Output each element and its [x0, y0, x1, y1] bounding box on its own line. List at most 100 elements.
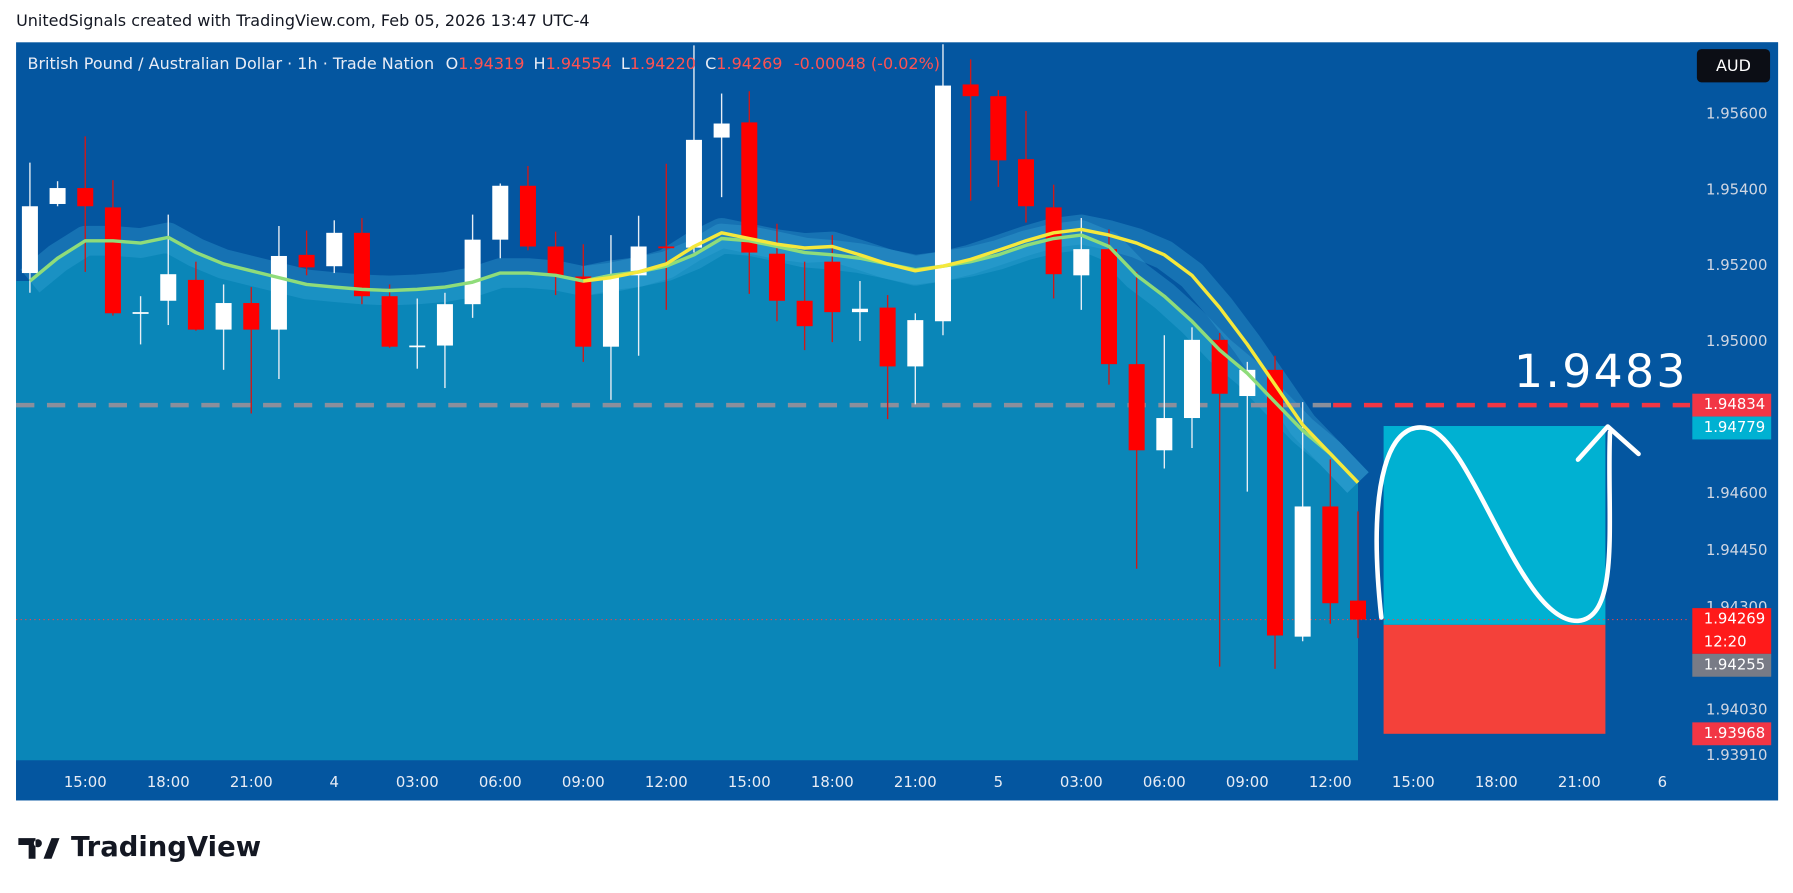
x-tick-label: 15:00: [64, 773, 107, 791]
candle-body: [436, 304, 453, 346]
x-tick-label: 4: [330, 773, 339, 791]
brand-logo: [18, 838, 60, 859]
candle-body: [658, 246, 675, 249]
y-tick-label: 1.95200: [1706, 256, 1767, 274]
candle-body: [132, 312, 149, 314]
y-tick-label: 1.94450: [1706, 541, 1767, 559]
candle-body: [187, 279, 204, 330]
currency: AUD: [1716, 56, 1751, 75]
ma-line: [28, 233, 1360, 484]
candle-body: [1322, 506, 1339, 604]
price-label-box: [1692, 608, 1772, 654]
candle-body: [962, 84, 979, 97]
candle-body: [243, 303, 260, 330]
candle-body: [1349, 600, 1367, 620]
x-tick-label: 18:00: [147, 773, 190, 791]
ma-line: [583, 227, 1360, 484]
x-tick-label: 21:00: [894, 773, 937, 791]
legend-key: C: [705, 54, 716, 73]
candle-body: [796, 300, 813, 327]
candle-body: [741, 122, 758, 253]
x-tick-label: 03:00: [1060, 773, 1103, 791]
x-tick-label: 12:00: [1309, 773, 1352, 791]
candle-body: [104, 207, 121, 314]
legend-value: 1.94554: [546, 54, 612, 73]
candle-body: [1128, 364, 1145, 451]
candle-body: [879, 307, 896, 367]
candle-body: [575, 276, 592, 347]
price-label-box: [1692, 393, 1772, 417]
candle-body: [934, 85, 951, 322]
candle-body: [824, 261, 841, 313]
brand: TradingView: [71, 832, 261, 863]
candle-body: [630, 246, 647, 276]
legend: British Pound / Australian Dollar · 1h ·…: [28, 54, 941, 73]
header: UnitedSignals created with TradingView.c…: [16, 11, 589, 30]
price-label: 1.93968: [1704, 724, 1765, 742]
drawing-arrow: [1575, 424, 1641, 462]
candle-body: [1100, 249, 1117, 365]
price-label-box: [1692, 653, 1772, 677]
x-tick-label: 06:00: [479, 773, 522, 791]
y-tick-label: 1.95400: [1706, 180, 1767, 198]
price-label-box: [1692, 722, 1772, 746]
x-tick-label: 15:00: [1392, 773, 1435, 791]
axes: 15:00 18:00 21:00 4 03:00 06:00 09:00 12:00 15:0…: [64, 104, 1772, 791]
legend-value: 1.94269: [716, 54, 782, 73]
y-tick-label: 1.94600: [1706, 484, 1767, 502]
candle-body: [990, 96, 1007, 161]
currency-badge: [1696, 49, 1771, 83]
x-tick-label: 09:00: [1226, 773, 1269, 791]
y-tick-label: 1.95600: [1706, 104, 1767, 122]
x-tick-label: 09:00: [562, 773, 605, 791]
legend-key: H: [534, 54, 546, 73]
candle-body: [270, 255, 287, 330]
candle-body: [713, 123, 730, 138]
plot: 1.9483: [16, 44, 1691, 761]
candle-body: [519, 185, 536, 247]
legend-value: 1.94220: [630, 54, 696, 73]
x-tick-label: 21:00: [230, 773, 273, 791]
legend-value: 1.94319: [458, 54, 524, 73]
candle-body: [298, 254, 315, 268]
candle-body: [1045, 207, 1062, 275]
price-label: 1.94779: [1704, 418, 1765, 436]
candle-body: [1017, 159, 1034, 207]
y-tick-label: 1.94030: [1706, 700, 1767, 718]
candle-body: [353, 232, 370, 297]
x-tick-label: 18:00: [1475, 773, 1518, 791]
price-label-box: [1692, 416, 1772, 440]
candle-body: [907, 320, 924, 367]
level-label: 1.9483: [1514, 345, 1688, 398]
candle-body: [492, 185, 509, 240]
candle-body: [409, 345, 426, 348]
candle-body: [1266, 369, 1283, 636]
x-tick-label: 12:00: [645, 773, 688, 791]
x-axis-panel: [16, 760, 1691, 801]
stop-zone: [1383, 624, 1606, 734]
candle-body: [685, 139, 702, 248]
x-tick-label: 21:00: [1558, 773, 1601, 791]
candle-body: [1156, 418, 1173, 451]
candle-body: [215, 303, 232, 330]
candle-body: [602, 275, 619, 347]
x-tick-label: 03:00: [396, 773, 439, 791]
ma-area: [16, 235, 1359, 761]
candle-body: [326, 232, 343, 267]
legend-key: L: [621, 54, 630, 73]
candle-body: [381, 296, 398, 347]
candle-body: [768, 253, 785, 301]
candle-body: [160, 274, 177, 301]
candle-body: [547, 246, 564, 277]
legend-change: -0.00048 (-0.02%): [794, 54, 940, 73]
x-tick-label: 15:00: [728, 773, 771, 791]
candle-body: [77, 188, 94, 207]
price-label: 1.94255: [1704, 655, 1765, 673]
y-tick-label: 1.95000: [1706, 332, 1767, 350]
candle-body: [21, 206, 38, 274]
price-label: 1.94269: [1704, 610, 1765, 628]
x-tick-label: 18:00: [811, 773, 854, 791]
countdown: 12:20: [1704, 632, 1747, 650]
